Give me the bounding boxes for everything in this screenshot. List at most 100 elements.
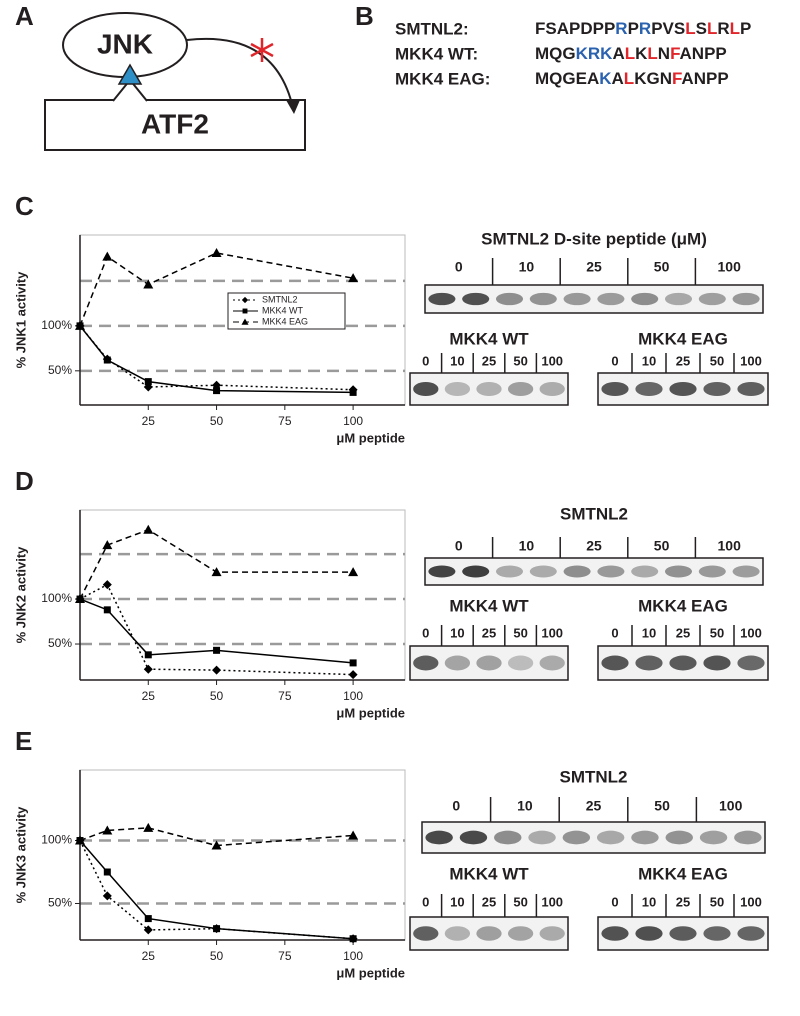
- sequence: FSAPDPPRPRPVSLSLRLP: [535, 19, 751, 38]
- lane-label: 10: [519, 259, 535, 275]
- lane-label: 100: [718, 259, 742, 275]
- lane-label: 100: [740, 894, 762, 909]
- blot-band: [669, 381, 697, 397]
- blot-band: [462, 565, 490, 578]
- x-tick-label: 50: [210, 689, 224, 703]
- blot-band: [665, 830, 693, 845]
- lane-label: 10: [517, 798, 533, 814]
- legend-label: MKK4 EAG: [262, 316, 308, 326]
- kinase-label: JNK: [97, 28, 153, 59]
- blot-band: [635, 926, 663, 941]
- blot-band: [444, 655, 471, 671]
- lane-label: 100: [740, 625, 762, 640]
- blot-band: [563, 292, 591, 306]
- panel-label: A: [15, 1, 34, 31]
- lane-label: 50: [654, 798, 670, 814]
- substrate-label: ATF2: [141, 108, 209, 139]
- blot-band: [737, 655, 765, 671]
- marker: [102, 540, 113, 550]
- blot-subtitle: MKK4 EAG: [638, 329, 728, 348]
- residue-segment: L: [685, 19, 695, 38]
- blot-band: [563, 565, 591, 578]
- blot-band: [444, 926, 471, 941]
- legend-label: SMTNL2: [262, 294, 298, 304]
- marker: [241, 318, 249, 325]
- marker: [212, 665, 222, 675]
- lane-label: 10: [642, 625, 656, 640]
- x-tick-label: 75: [278, 414, 292, 428]
- lane-label: 0: [611, 625, 618, 640]
- lane-label: 50: [513, 625, 527, 640]
- blot-band: [698, 565, 726, 578]
- residue-segment: R: [639, 19, 651, 38]
- blot-title: SMTNL2: [560, 767, 628, 786]
- marker: [211, 567, 222, 577]
- blot-band: [597, 565, 625, 578]
- blot-band: [732, 292, 760, 306]
- y-axis-title: % JNK3 activity: [13, 806, 28, 904]
- blot-band: [703, 381, 731, 397]
- y-tick-label: 50%: [48, 636, 72, 650]
- marker: [103, 606, 111, 614]
- blot-band: [635, 655, 663, 671]
- blot-band: [428, 565, 456, 578]
- blot-band: [669, 926, 697, 941]
- y-tick-label: 100%: [41, 833, 72, 847]
- marker: [143, 664, 153, 674]
- x-axis-title: μM peptide: [336, 965, 405, 980]
- residue-segment: FSAPDPP: [535, 19, 615, 38]
- blot-band: [462, 292, 490, 306]
- lane-label: 50: [710, 894, 724, 909]
- blot-band: [631, 565, 659, 578]
- x-axis-title: μM peptide: [336, 705, 405, 720]
- blot-band: [539, 381, 565, 397]
- blot-band: [562, 830, 591, 845]
- blot-band: [476, 381, 502, 397]
- blot-band: [494, 830, 522, 845]
- residue-segment: L: [624, 69, 634, 88]
- lane-label: 0: [422, 353, 429, 368]
- residue-segment: MQG: [535, 44, 576, 63]
- marker: [144, 378, 152, 386]
- blot-band: [596, 830, 625, 845]
- lane-label: 100: [541, 353, 563, 368]
- x-tick-label: 50: [210, 949, 224, 963]
- lane-label: 25: [586, 798, 602, 814]
- blot-subtitle: MKK4 EAG: [638, 596, 728, 615]
- x-axis-title: μM peptide: [336, 430, 405, 445]
- marker: [213, 925, 221, 933]
- marker: [144, 915, 152, 923]
- plot-frame: [79, 509, 406, 681]
- blot-band: [631, 830, 659, 845]
- marker: [348, 273, 359, 283]
- residue-segment: KRK: [576, 44, 614, 63]
- residue-segment: L: [625, 44, 635, 63]
- marker: [213, 387, 221, 395]
- x-tick-label: 75: [278, 949, 292, 963]
- series-line: [79, 583, 354, 676]
- lane-label: 100: [718, 538, 742, 554]
- x-tick-label: 25: [142, 689, 156, 703]
- blot-band: [737, 926, 765, 941]
- lane-label: 100: [541, 894, 563, 909]
- marker: [143, 925, 153, 935]
- blot-band: [601, 381, 629, 397]
- blot-band: [507, 655, 534, 671]
- docking-triangle: [117, 63, 143, 85]
- blot-band: [529, 565, 557, 578]
- block-asterisk: [250, 38, 274, 62]
- x-tick-label: 50: [210, 414, 224, 428]
- lane-label: 100: [740, 353, 762, 368]
- blot-band: [664, 565, 693, 578]
- lane-label: 100: [719, 798, 743, 814]
- lane-label: 0: [452, 798, 460, 814]
- blot-band: [631, 292, 659, 306]
- blot-band: [507, 926, 534, 941]
- residue-segment: N: [658, 44, 670, 63]
- lane-label: 25: [482, 353, 496, 368]
- y-axis-title: % JNK2 activity: [13, 546, 28, 644]
- residue-segment: L: [647, 44, 657, 63]
- y-tick-label: 50%: [48, 363, 72, 377]
- marker: [211, 840, 222, 850]
- lane-label: 50: [710, 625, 724, 640]
